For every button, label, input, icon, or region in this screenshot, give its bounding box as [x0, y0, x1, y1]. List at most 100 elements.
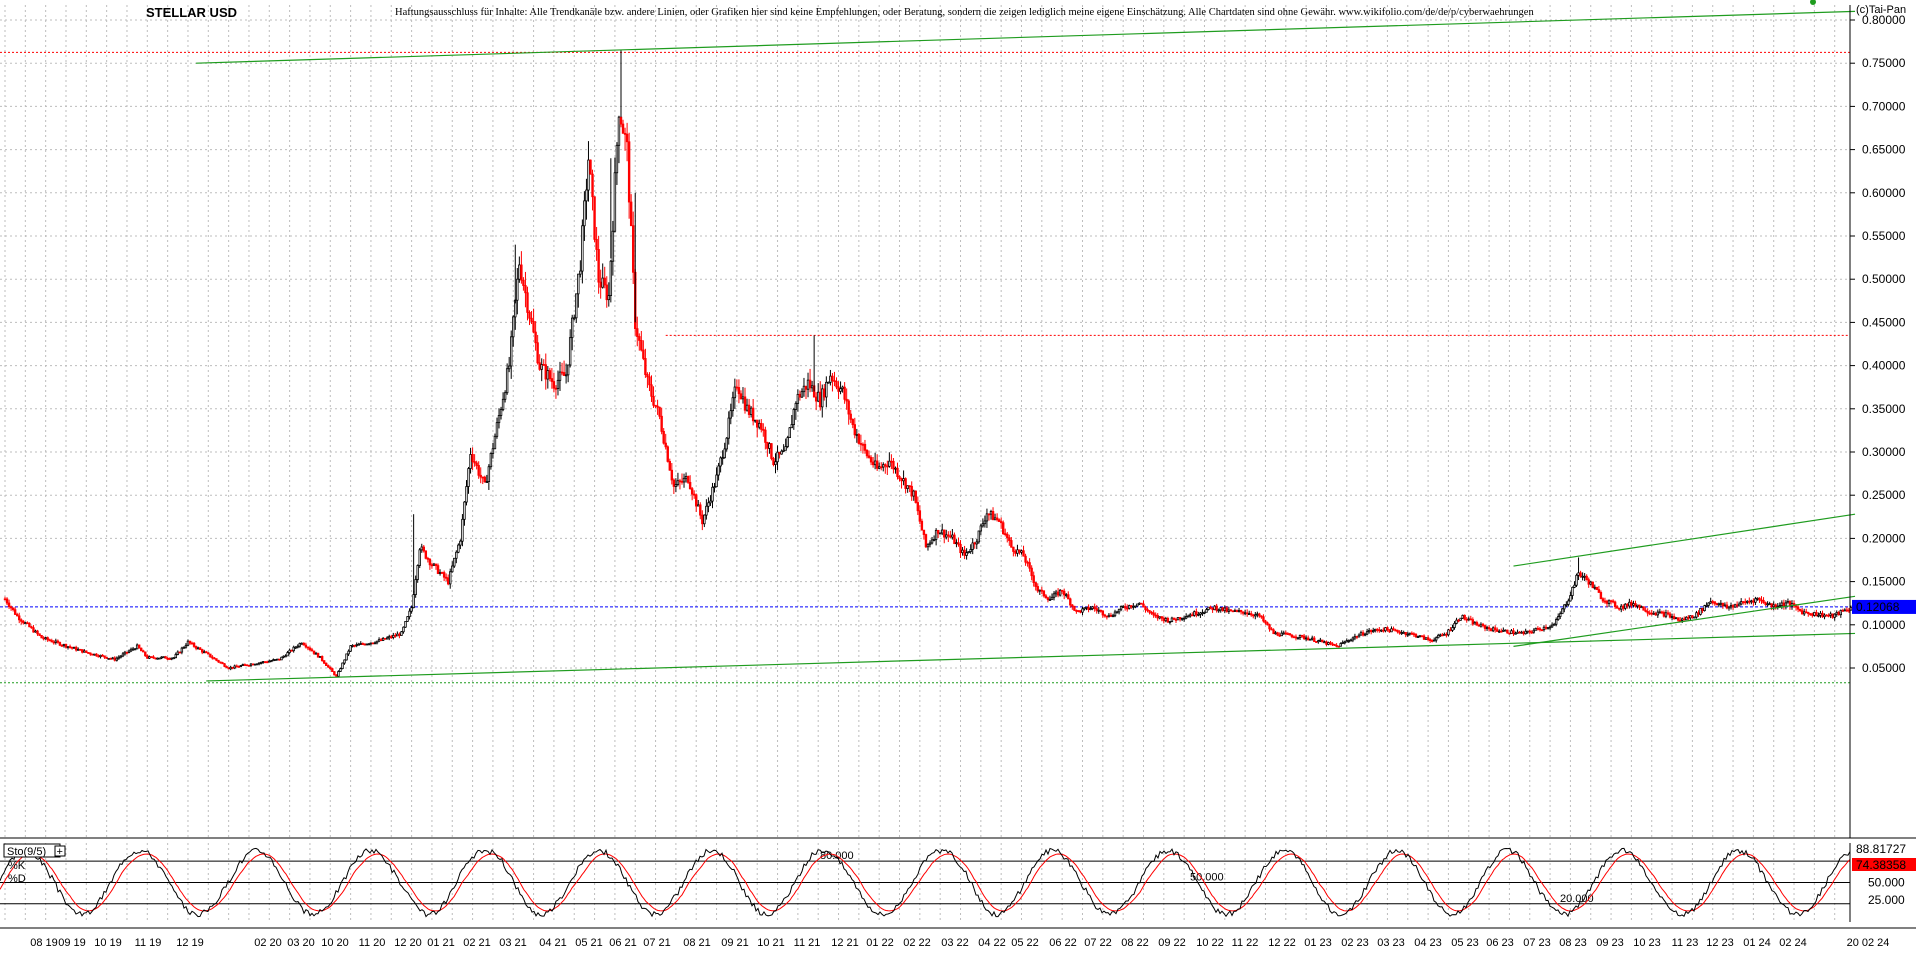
x-tick-label: 08 21: [683, 937, 711, 948]
candle-body: [1262, 616, 1265, 622]
candle-body: [1254, 614, 1257, 617]
candle-body: [1548, 626, 1552, 629]
candle-body: [1717, 603, 1721, 606]
x-tick-label: 10 20: [321, 937, 349, 948]
candle-body: [1502, 629, 1505, 632]
candle-body: [1528, 630, 1531, 633]
candle-body: [105, 656, 108, 659]
x-tick-label: 05 23: [1451, 937, 1479, 948]
candle-body: [1065, 594, 1068, 597]
candle-body: [1461, 614, 1464, 619]
candle-body: [333, 671, 336, 676]
trendline: [206, 632, 1856, 682]
current-price-label: 0.12068: [1856, 600, 1900, 614]
candle-body: [1272, 629, 1275, 635]
candle-body: [636, 328, 639, 337]
legend-k: %K: [8, 860, 26, 872]
y-tick-label: 0.10000: [1862, 618, 1906, 632]
x-tick-label: 07 23: [1523, 937, 1551, 948]
candle-body: [410, 607, 413, 612]
candle-body: [390, 636, 393, 639]
candle-body: [42, 637, 45, 640]
candle-body: [518, 264, 521, 280]
candle-body: [1290, 634, 1294, 638]
candle-body: [512, 316, 515, 338]
candle-body: [983, 520, 987, 525]
candle-body: [91, 653, 94, 656]
candle-body: [1359, 632, 1363, 636]
candle-body: [530, 317, 533, 322]
candle-body: [491, 448, 495, 454]
candle-body: [1581, 575, 1584, 578]
candle-body: [483, 476, 486, 483]
candle-body: [1014, 551, 1017, 554]
candle-body: [1040, 589, 1044, 592]
candle-body: [1245, 612, 1249, 615]
candle-body: [249, 663, 253, 666]
candle-body: [615, 144, 619, 174]
candle-body: [1624, 603, 1627, 609]
candle-body: [1479, 623, 1483, 627]
candle-body: [1424, 637, 1428, 640]
candle-body: [859, 443, 863, 445]
candle-body: [548, 370, 552, 379]
candle-body: [829, 375, 832, 383]
trendlines: [196, 0, 1856, 682]
candle-body: [394, 634, 397, 637]
candle-body: [113, 657, 116, 661]
y-tick-label: 0.20000: [1862, 531, 1906, 545]
candle-body: [1554, 619, 1558, 625]
candle-body: [1658, 611, 1662, 614]
candle-body: [50, 640, 53, 643]
candle-body: [369, 642, 373, 645]
candle-body: [127, 650, 131, 653]
candle-body: [1020, 550, 1023, 553]
candle-body: [282, 655, 285, 658]
candle-body: [1723, 604, 1727, 607]
candle-body: [764, 429, 767, 443]
candle-body: [1060, 589, 1064, 592]
candle-body: [1062, 590, 1066, 596]
candle-body: [310, 649, 314, 652]
candle-body: [825, 381, 828, 398]
candle-body: [184, 644, 188, 648]
candle-body: [1660, 611, 1664, 614]
candle-body: [400, 631, 403, 636]
candle-body: [135, 644, 139, 650]
candle-body: [808, 379, 812, 389]
candle-body: [1142, 603, 1145, 608]
candle-body: [1390, 628, 1393, 633]
candle-body: [129, 648, 133, 652]
candle-body: [1807, 611, 1810, 615]
candle-body: [609, 260, 613, 296]
candle-body: [904, 478, 907, 489]
candle-body: [1587, 579, 1590, 585]
candle-body: [306, 646, 310, 649]
candle-body: [1520, 631, 1523, 634]
candle-body: [1601, 598, 1605, 602]
candle-body: [54, 640, 58, 643]
candle-body: [349, 645, 352, 652]
x-tick-label: 07 21: [643, 937, 671, 948]
candle-body: [361, 643, 365, 645]
candle-body: [1050, 596, 1054, 600]
indicator-add-button[interactable]: [54, 845, 66, 857]
candle-body: [751, 407, 755, 422]
candle-body: [288, 649, 291, 653]
candle-body: [1493, 627, 1497, 631]
candle-body: [697, 504, 700, 507]
candle-body: [934, 529, 938, 540]
candle-body: [318, 656, 322, 658]
candle-body: [611, 230, 615, 262]
candle-body: [1006, 533, 1009, 539]
candle-body: [914, 490, 917, 503]
candle-body: [420, 546, 423, 551]
candle-body: [747, 404, 751, 415]
candle-body: [686, 475, 690, 483]
x-tick-label: 01 22: [866, 937, 894, 948]
candle-body: [1561, 608, 1564, 615]
candle-body: [1136, 603, 1139, 607]
candle-body: [951, 534, 954, 538]
candle-body: [367, 643, 371, 646]
